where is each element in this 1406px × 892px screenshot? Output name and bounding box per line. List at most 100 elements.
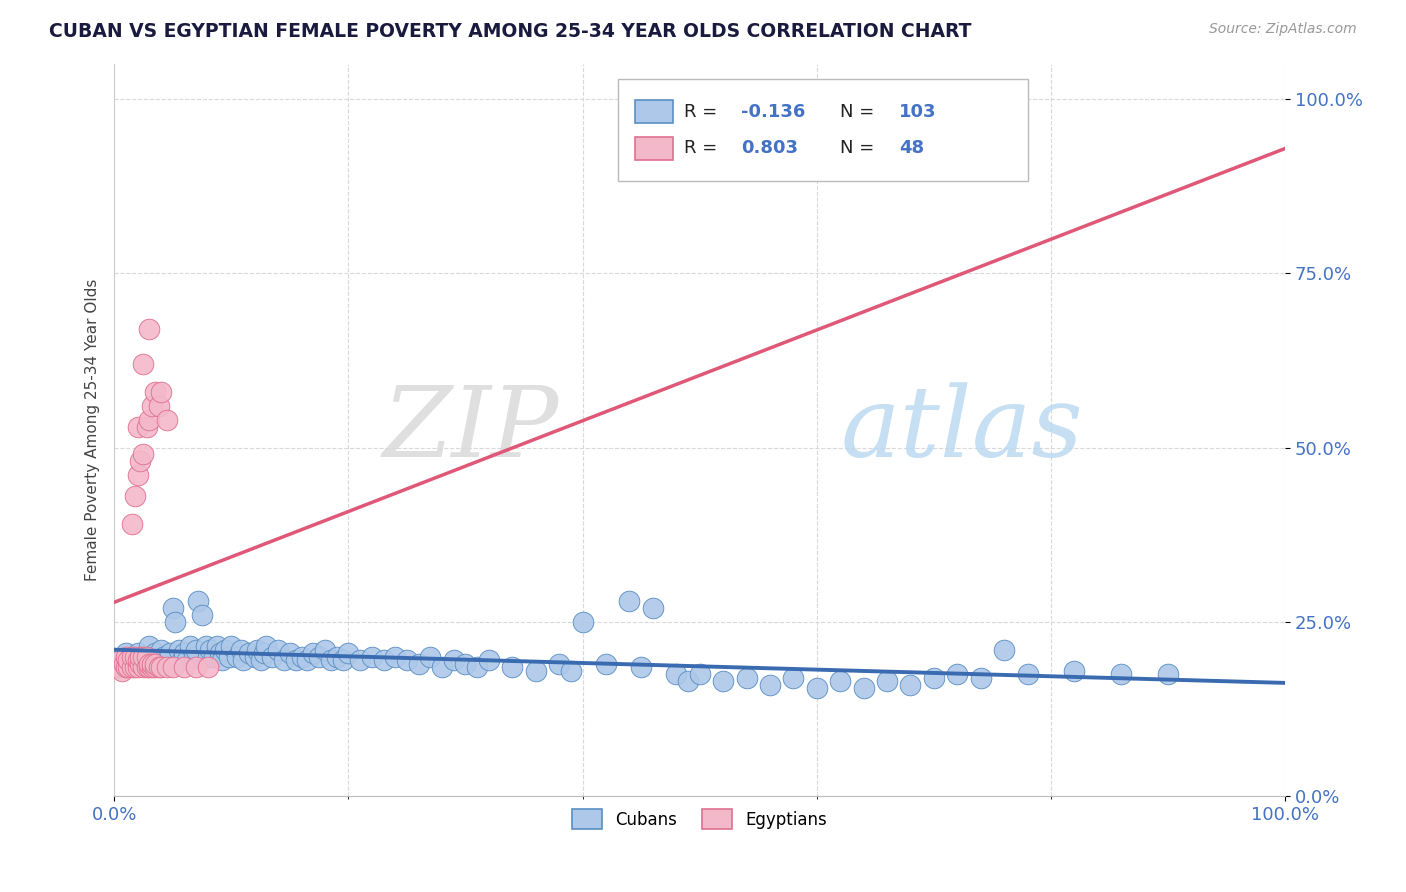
Point bbox=[141, 657, 163, 671]
Point bbox=[273, 653, 295, 667]
Point bbox=[141, 653, 163, 667]
Point bbox=[759, 677, 782, 691]
Point bbox=[676, 674, 699, 689]
Text: -0.136: -0.136 bbox=[741, 103, 806, 120]
Point bbox=[115, 660, 138, 674]
Point bbox=[132, 357, 155, 371]
Point bbox=[207, 639, 229, 653]
Text: CUBAN VS EGYPTIAN FEMALE POVERTY AMONG 25-34 YEAR OLDS CORRELATION CHART: CUBAN VS EGYPTIAN FEMALE POVERTY AMONG 2… bbox=[49, 22, 972, 41]
Point bbox=[226, 649, 249, 664]
Point bbox=[172, 653, 194, 667]
Text: N =: N = bbox=[841, 103, 880, 120]
Text: R =: R = bbox=[685, 139, 724, 157]
Point bbox=[143, 657, 166, 671]
Point bbox=[630, 660, 652, 674]
Point bbox=[290, 649, 312, 664]
Point bbox=[560, 664, 582, 678]
Point bbox=[136, 419, 159, 434]
Point bbox=[129, 657, 152, 671]
Point bbox=[735, 671, 758, 685]
Point bbox=[373, 653, 395, 667]
Text: 103: 103 bbox=[898, 103, 936, 120]
Point bbox=[129, 454, 152, 468]
Point bbox=[360, 649, 382, 664]
Point bbox=[127, 653, 149, 667]
Point bbox=[148, 399, 170, 413]
Point bbox=[194, 639, 217, 653]
Point bbox=[970, 671, 993, 685]
Point bbox=[232, 653, 254, 667]
Point bbox=[183, 649, 205, 664]
Point bbox=[150, 660, 173, 674]
Point bbox=[150, 642, 173, 657]
Point bbox=[419, 649, 441, 664]
Point bbox=[187, 594, 209, 608]
Point bbox=[524, 664, 547, 678]
Text: 0.803: 0.803 bbox=[741, 139, 797, 157]
Point bbox=[337, 646, 360, 660]
Point bbox=[108, 653, 131, 667]
Point bbox=[229, 642, 252, 657]
Point bbox=[211, 653, 233, 667]
Point bbox=[138, 639, 160, 653]
Point bbox=[308, 649, 330, 664]
Point bbox=[478, 653, 501, 667]
Point bbox=[852, 681, 875, 695]
Point bbox=[197, 660, 219, 674]
Legend: Cubans, Egyptians: Cubans, Egyptians bbox=[565, 803, 834, 835]
Point bbox=[138, 322, 160, 336]
Point bbox=[162, 660, 184, 674]
Point bbox=[136, 660, 159, 674]
Point bbox=[162, 600, 184, 615]
Point bbox=[186, 660, 208, 674]
Point bbox=[214, 642, 236, 657]
Text: R =: R = bbox=[685, 103, 724, 120]
Point bbox=[152, 649, 174, 664]
Point bbox=[946, 667, 969, 681]
Point bbox=[302, 646, 325, 660]
Point bbox=[249, 653, 271, 667]
Point bbox=[121, 649, 143, 664]
Point bbox=[141, 399, 163, 413]
Point bbox=[132, 649, 155, 664]
Point bbox=[156, 660, 179, 674]
Point bbox=[267, 642, 290, 657]
Point bbox=[115, 646, 138, 660]
Point bbox=[138, 657, 160, 671]
Point bbox=[711, 674, 734, 689]
Point bbox=[186, 642, 208, 657]
Point bbox=[1017, 667, 1039, 681]
Point bbox=[325, 649, 347, 664]
Text: ZIP: ZIP bbox=[382, 383, 560, 478]
Point bbox=[173, 660, 195, 674]
Point bbox=[132, 660, 155, 674]
Point bbox=[278, 646, 301, 660]
Point bbox=[176, 653, 198, 667]
Point bbox=[138, 660, 160, 674]
Point bbox=[246, 642, 269, 657]
Y-axis label: Female Poverty Among 25-34 Year Olds: Female Poverty Among 25-34 Year Olds bbox=[86, 279, 100, 582]
Point bbox=[430, 660, 453, 674]
Point bbox=[238, 646, 260, 660]
Point bbox=[314, 642, 336, 657]
Point bbox=[254, 639, 277, 653]
Point bbox=[830, 674, 852, 689]
Point bbox=[132, 649, 155, 664]
Point bbox=[138, 412, 160, 426]
Point bbox=[619, 594, 641, 608]
Point bbox=[138, 649, 160, 664]
Point bbox=[141, 660, 163, 674]
Point bbox=[121, 649, 143, 664]
Point bbox=[143, 646, 166, 660]
Point bbox=[121, 660, 143, 674]
Point bbox=[136, 649, 159, 664]
Point bbox=[148, 653, 170, 667]
Point bbox=[117, 653, 139, 667]
Point bbox=[219, 639, 242, 653]
Point bbox=[208, 646, 231, 660]
Point bbox=[408, 657, 430, 671]
Point bbox=[284, 653, 307, 667]
Point bbox=[179, 639, 201, 653]
Point bbox=[156, 653, 179, 667]
Point bbox=[1063, 664, 1085, 678]
